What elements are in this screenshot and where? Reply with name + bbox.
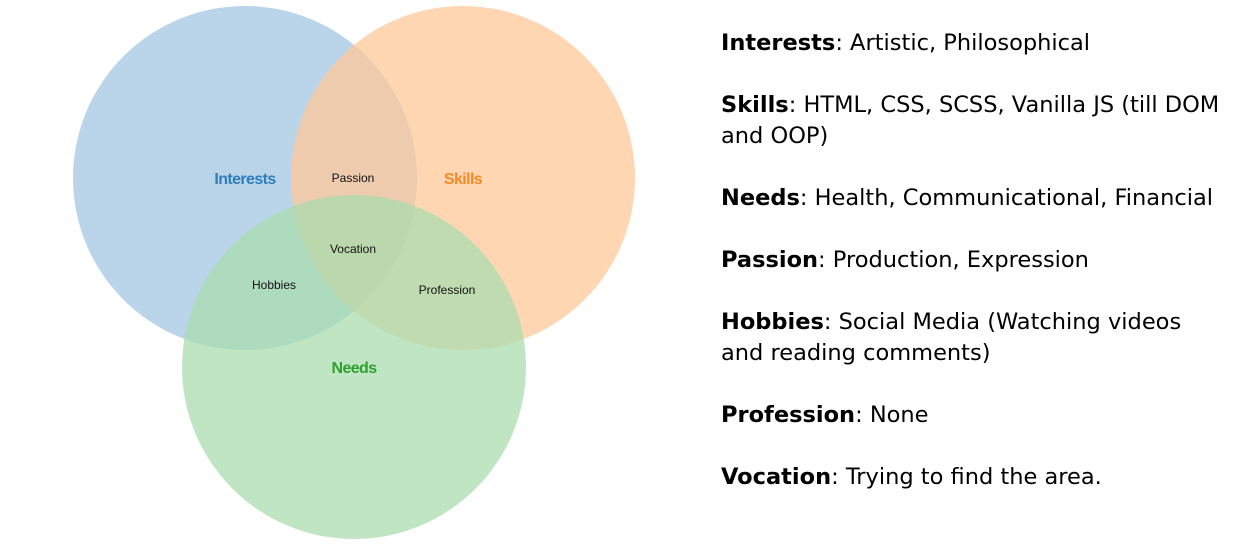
definition-separator: : [788, 92, 797, 118]
definition-text: Trying to find the area. [838, 464, 1102, 490]
needs-circle [182, 195, 526, 539]
profession-definition: Profession: None [721, 400, 1221, 431]
interests-set-label: Interests [214, 171, 276, 188]
interests-definition: Interests: Artistic, Philosophical [721, 28, 1221, 59]
definition-term: Needs [721, 185, 800, 211]
hobbies-region-label: Hobbies [252, 278, 296, 292]
passion-region-label: Passion [332, 171, 375, 185]
definition-separator: : [818, 247, 826, 273]
hobbies-definition: Hobbies: Social Media (Watching videos a… [721, 307, 1221, 369]
definition-text: Production, Expression [825, 247, 1089, 273]
definition-text: Health, Communicational, Financial [807, 185, 1214, 211]
definition-separator: : [855, 402, 863, 428]
definition-term: Vocation [721, 464, 832, 490]
definition-text: HTML, CSS, SCSS, Vanilla JS (till DOM an… [721, 92, 1220, 149]
definition-text: Social Media (Watching videos and readin… [721, 309, 1182, 366]
definition-term: Hobbies [721, 309, 824, 335]
definition-separator: : [831, 464, 839, 490]
definition-term: Passion [721, 247, 819, 273]
definitions-list: Interests: Artistic, Philosophical Skill… [721, 28, 1221, 493]
definition-separator: : [823, 309, 832, 335]
definition-text: None [862, 402, 929, 428]
vocation-region-label: Vocation [330, 242, 376, 256]
definition-term: Skills [721, 92, 789, 118]
needs-definition: Needs: Health, Communicational, Financia… [721, 183, 1221, 214]
definition-term: Interests [721, 30, 836, 56]
skills-set-label: Skills [444, 171, 483, 188]
definition-separator: : [835, 30, 843, 56]
profession-region-label: Profession [419, 283, 476, 297]
skills-definition: Skills: HTML, CSS, SCSS, Vanilla JS (til… [721, 90, 1221, 152]
definition-separator: : [799, 185, 808, 211]
vocation-definition: Vocation: Trying to find the area. [721, 462, 1221, 493]
needs-set-label: Needs [331, 360, 377, 377]
venn-diagram: Interests Skills Needs Passion Vocation … [73, 6, 635, 539]
definition-text: Artistic, Philosophical [842, 30, 1091, 56]
definition-term: Profession [721, 402, 856, 428]
passion-definition: Passion: Production, Expression [721, 245, 1221, 276]
